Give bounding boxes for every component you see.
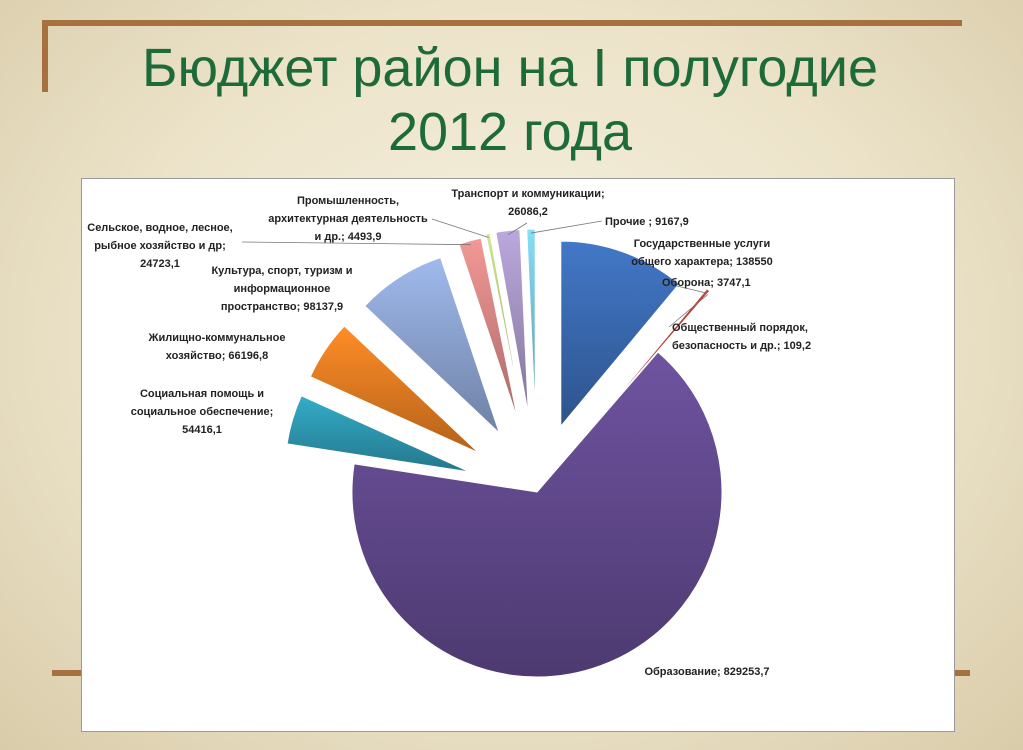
data-label-3: Образование; 829253,7	[644, 666, 769, 678]
data-label-10: Прочие ; 9167,9	[605, 216, 689, 228]
leader-line-1	[659, 281, 706, 294]
frame-left-bar	[42, 20, 48, 92]
data-label-9: Транспорт и коммуникации; 26086,2	[451, 188, 604, 218]
pie-slice-5	[309, 325, 480, 454]
pie-slice-8	[485, 232, 523, 416]
leader-line-9	[508, 222, 528, 235]
data-label-2: Общественный порядок, безопасность и др.;…	[672, 322, 811, 352]
pie-slice-0	[560, 240, 680, 428]
pie-slice-1	[588, 288, 711, 432]
leader-line-10	[530, 220, 603, 234]
slide-title-line1: Бюджет район на I полугодие	[142, 38, 878, 98]
data-label-8: Промышленность, архитектурная деятельност…	[268, 195, 428, 243]
leader-line-7	[241, 241, 471, 246]
data-label-5: Жилищно-коммунальное хозяйство; 66196,8	[148, 332, 286, 362]
data-label-7: Сельское, водное, лесное, рыбное хозяйств…	[87, 222, 232, 270]
pie-slice-9	[495, 229, 529, 415]
leader-line-2	[668, 294, 708, 328]
data-label-6: Культура, спорт, туризм и информационное п…	[211, 265, 352, 313]
slide-title: Бюджет район на I полугодие 2012 года	[60, 36, 960, 164]
frame-top-bar	[42, 20, 962, 26]
leader-lines	[241, 218, 708, 328]
pie-slice-10	[526, 228, 536, 415]
pie-chart: Государственные услуги общего характера; …	[87, 188, 811, 678]
data-label-1: Оборона; 3747,1	[662, 277, 751, 289]
data-labels: Государственные услуги общего характера; …	[87, 188, 811, 678]
data-label-4: Социальная помощь и социальное обеспечени…	[131, 388, 274, 436]
chart-area: Государственные услуги общего характера; …	[81, 178, 955, 732]
pie-slices	[286, 228, 723, 678]
data-label-0: Государственные услуги общего характера; …	[631, 238, 772, 268]
pie-slice-4	[286, 395, 471, 473]
leader-line-8	[431, 218, 489, 238]
pie-slice-7	[458, 237, 519, 420]
pie-slice-6	[364, 256, 500, 434]
slide-title-line2: 2012 года	[387, 102, 633, 162]
pie-slice-3	[351, 351, 723, 678]
